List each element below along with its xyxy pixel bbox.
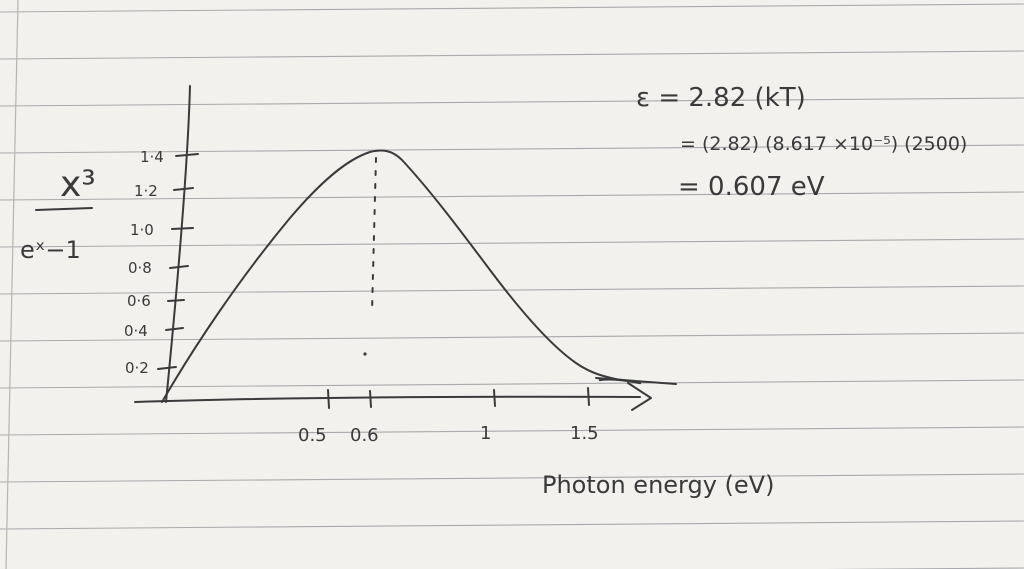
y-axis — [165, 85, 191, 403]
x-tick-0-5 — [327, 389, 330, 409]
x-tick-1-5 — [587, 387, 590, 406]
y-tick-0-8 — [169, 265, 189, 269]
x-tick-label: 1 — [480, 423, 491, 444]
y-tick-label: 0·8 — [128, 259, 152, 277]
calculation-block: ε = 2.82 (kT) = (2.82) (8.617 ×10⁻⁵) (25… — [636, 83, 967, 202]
ruled-line — [0, 97, 1024, 107]
y-tick-label: 1·4 — [140, 148, 164, 166]
y-axis-label-numerator: x³ — [60, 164, 96, 205]
ruled-lines — [0, 3, 1024, 569]
x-tick-label: 1.5 — [570, 423, 599, 444]
equation-line-3: = 0.607 eV — [678, 172, 825, 202]
ruled-line — [0, 50, 1024, 60]
ruled-line — [0, 332, 1024, 342]
x-tick-1 — [493, 389, 496, 407]
ruled-line — [0, 3, 1024, 13]
ruled-line — [0, 144, 1024, 154]
stray-dot — [363, 352, 367, 356]
y-tick-0-6 — [167, 299, 185, 302]
ruled-line — [0, 520, 1024, 530]
y-tick-label: 0·2 — [125, 359, 149, 377]
y-tick-0-4 — [165, 327, 184, 331]
y-tick-label: 1·2 — [134, 182, 158, 200]
equation-line-2: = (2.82) (8.617 ×10⁻⁵) (2500) — [680, 133, 967, 155]
ruled-line — [0, 238, 1024, 248]
peak-dashed-line — [371, 157, 377, 313]
x-tick-0-6 — [369, 390, 372, 408]
fraction-bar — [35, 207, 93, 211]
hand-drawn-graph — [35, 85, 677, 411]
y-tick-1-4 — [175, 153, 199, 157]
ruled-line — [0, 191, 1024, 201]
ruled-line — [0, 473, 1024, 483]
y-axis-label-denominator: eˣ−1 — [20, 236, 81, 264]
x-axis-label: Photon energy (eV) — [542, 471, 774, 499]
ruled-line — [0, 285, 1024, 295]
equation-line-1: ε = 2.82 (kT) — [636, 83, 806, 113]
x-axis — [134, 395, 641, 403]
x-tick-labels: 0.5 0.6 1 1.5 — [298, 423, 599, 446]
ruled-line — [0, 426, 1024, 436]
y-tick-label: 0·4 — [124, 322, 148, 340]
margin-line — [5, 0, 19, 569]
x-tick-label: 0.6 — [350, 425, 379, 446]
y-tick-label: 1·0 — [130, 221, 154, 239]
y-tick-1-2 — [173, 187, 194, 191]
y-tick-label: 0·6 — [127, 292, 151, 310]
x-tick-label: 0.5 — [298, 425, 327, 446]
x-axis-arrowhead — [627, 382, 652, 411]
y-tick-labels: 1·4 1·2 1·0 0·8 0·6 0·4 0·2 — [124, 148, 164, 377]
y-tick-0-2 — [157, 366, 177, 370]
y-tick-1-0 — [171, 227, 194, 230]
planck-curve — [161, 149, 621, 403]
